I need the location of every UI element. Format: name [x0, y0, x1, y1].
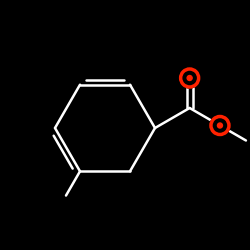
Circle shape	[210, 116, 230, 136]
Circle shape	[218, 123, 222, 128]
Circle shape	[180, 68, 200, 88]
Circle shape	[187, 76, 192, 80]
